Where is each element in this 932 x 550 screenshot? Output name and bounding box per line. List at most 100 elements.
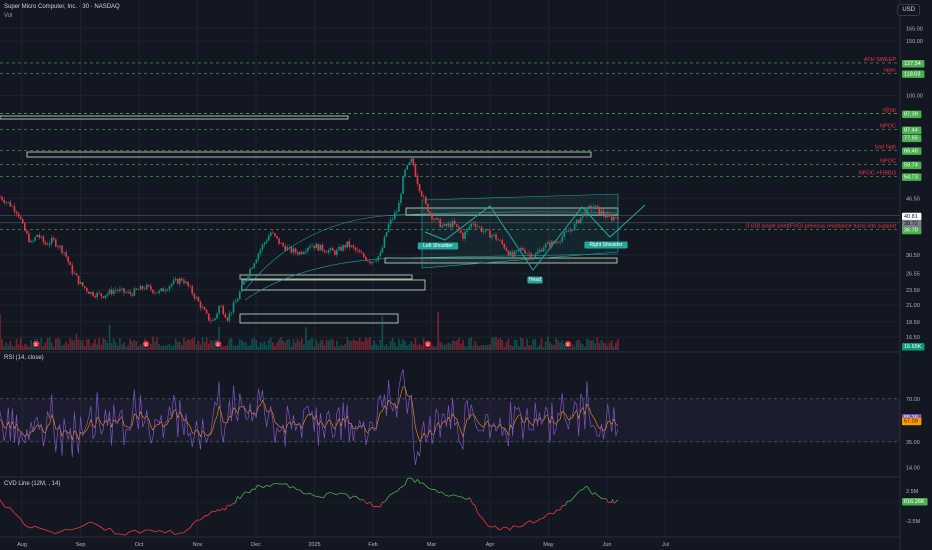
cvd-segment xyxy=(387,494,391,499)
candle-body xyxy=(445,223,448,226)
candle-body xyxy=(263,242,266,245)
head-shoulders-pattern[interactable] xyxy=(424,204,646,271)
volume-bar xyxy=(65,341,67,350)
candle-body xyxy=(398,203,400,212)
volume-bar xyxy=(172,345,175,350)
volume-bar xyxy=(346,337,349,350)
volume-bar xyxy=(435,346,437,350)
cvd-segment xyxy=(257,484,261,487)
volume-bar xyxy=(484,345,487,350)
earnings-marker[interactable] xyxy=(32,340,40,348)
candle-body xyxy=(416,175,419,185)
cvd-segment xyxy=(529,520,534,524)
earnings-marker[interactable] xyxy=(564,340,572,348)
cvd-segment xyxy=(453,494,458,497)
zone-box[interactable] xyxy=(239,274,413,280)
cvd-segment xyxy=(19,518,26,526)
candle-body xyxy=(88,291,90,294)
cvd-segment xyxy=(599,496,602,500)
cvd-segment xyxy=(479,515,483,519)
candle-body xyxy=(38,234,41,238)
cvd-segment xyxy=(0,499,6,508)
candle-body xyxy=(592,206,594,209)
cvd-segment xyxy=(506,527,511,531)
level-price-tag-bg xyxy=(902,59,925,68)
volume-bar xyxy=(453,340,456,350)
candle-body xyxy=(143,288,146,290)
volume-bar xyxy=(373,340,375,350)
candle-body xyxy=(69,262,72,266)
cvd-segment xyxy=(509,525,514,531)
candle-body xyxy=(449,223,452,228)
cvd-segment xyxy=(477,512,481,517)
volume-bar xyxy=(503,346,506,350)
volume-bar xyxy=(309,339,311,350)
symbol-title[interactable]: Super Micro Computer, Inc. · 30 · NASDAQ xyxy=(4,4,120,10)
candle-body xyxy=(241,284,243,292)
zone-box[interactable] xyxy=(384,257,618,264)
candle-body xyxy=(555,242,557,243)
zone-box[interactable] xyxy=(26,151,592,158)
candle-body xyxy=(286,247,289,251)
time-axis[interactable]: Aug Sep Oct Nov Dec 2025 Feb Mar Apr May Jun Jul xyxy=(17,542,669,548)
candle-body xyxy=(577,219,580,224)
cvd-segment xyxy=(363,499,367,504)
volume-bar xyxy=(447,342,450,350)
volume-bar xyxy=(325,339,328,350)
candle-body xyxy=(338,247,340,250)
candle-body xyxy=(26,230,28,234)
cvd-segment xyxy=(119,533,126,536)
cvd-segment xyxy=(589,490,593,495)
zone-box[interactable] xyxy=(241,279,426,291)
candle-body xyxy=(586,207,588,216)
earnings-marker[interactable] xyxy=(142,340,150,348)
volume-indicator-label[interactable]: Vol xyxy=(4,13,13,19)
rsi-legend[interactable]: RSI (14, close) xyxy=(4,355,44,361)
cvd-pane[interactable]: 2.5M -2.5M 616.26K xyxy=(0,477,928,536)
price-tick-label: 100.00 xyxy=(906,94,923,100)
candle-body xyxy=(199,301,202,308)
volume-bar xyxy=(387,346,390,350)
candle-body xyxy=(193,293,196,299)
level-label: NPOC +FIBBO xyxy=(859,170,897,176)
candle-body xyxy=(451,220,454,228)
price-levels[interactable]: ATH SWEEP 127.54 npoc 118.03 r@ap 87.39 87.44 N… xyxy=(0,57,925,235)
cvd-segment xyxy=(214,509,218,513)
candle-body xyxy=(205,310,208,314)
rsi-line[interactable] xyxy=(0,369,619,466)
candle-body xyxy=(251,267,253,269)
candle-body xyxy=(98,292,101,294)
volume-bar xyxy=(495,337,497,350)
price-axis[interactable]: 165.00 150.00 100.00 46.50 30.50 26.55 23.50 21… xyxy=(902,26,925,351)
currency-button[interactable]: USD xyxy=(897,4,920,16)
candle-body xyxy=(158,290,160,294)
volume-bar xyxy=(274,345,276,350)
candle-body xyxy=(561,236,563,242)
volume-bar xyxy=(121,344,123,350)
candle-body xyxy=(133,288,136,296)
candle-body xyxy=(571,229,574,231)
candle-body xyxy=(63,252,65,254)
candle-body xyxy=(183,280,185,284)
cvd-legend[interactable]: CVD Line (12M, , 14) xyxy=(4,481,61,487)
earnings-marker[interactable] xyxy=(214,340,222,348)
candle-body xyxy=(280,243,282,244)
volume-bar xyxy=(123,342,125,350)
candle-body xyxy=(28,233,30,243)
zone-box[interactable] xyxy=(239,313,399,324)
candle-body xyxy=(546,242,549,244)
cvd-segment xyxy=(397,487,401,492)
candle-body xyxy=(216,313,218,319)
candle-body xyxy=(511,251,514,257)
candle-body xyxy=(435,218,437,220)
volume-bar xyxy=(414,337,417,350)
candle-body xyxy=(437,218,439,220)
earnings-marker[interactable] xyxy=(424,340,432,348)
volume-bar xyxy=(509,345,512,350)
cvd-segment xyxy=(249,488,253,493)
zone-box[interactable] xyxy=(0,115,349,120)
time-tick-label: Jun xyxy=(603,542,612,548)
